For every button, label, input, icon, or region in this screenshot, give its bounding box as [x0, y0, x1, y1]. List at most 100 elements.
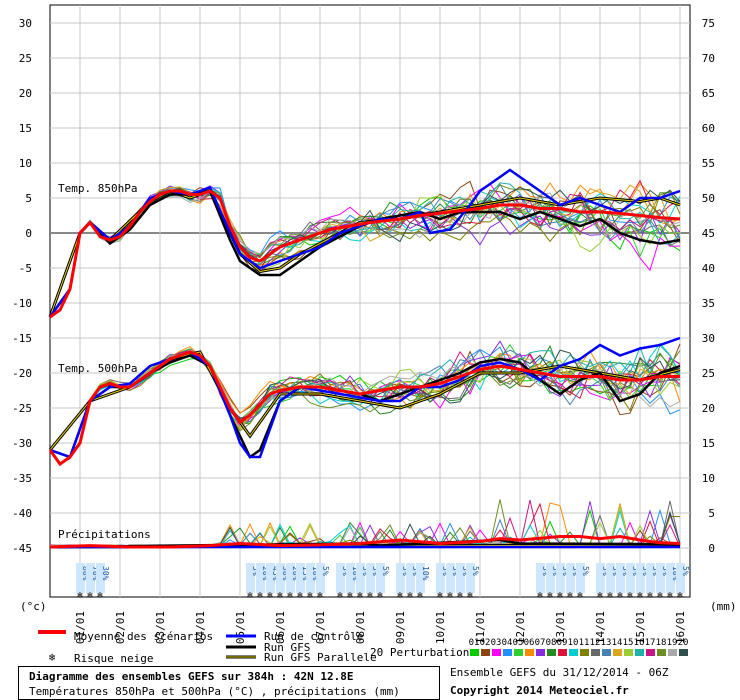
snowflake-icon: ❄	[677, 591, 683, 601]
snowflake-icon: ❄	[297, 591, 303, 601]
footer-title: Diagramme des ensembles GEFS sur 384h : …	[29, 670, 354, 683]
snow-risk-box	[346, 563, 355, 593]
right-tick-label: 45	[702, 227, 715, 240]
snow-risk-box	[566, 563, 575, 593]
snow-risk-pct: 5%	[561, 566, 570, 576]
perturb-swatch	[492, 649, 501, 656]
snow-risk-marker: 10% ❄	[346, 563, 360, 601]
copyright: Copyright 2014 Meteociel.fr	[450, 684, 629, 697]
label-t500: Temp. 500hPa	[58, 362, 137, 375]
x-tick-label: 04/01	[194, 611, 207, 644]
snow-risk-marker: 30% ❄	[96, 563, 110, 601]
snow-risk-pct: 5%	[451, 566, 460, 576]
snowflake-icon: ❄	[437, 591, 443, 601]
snow-risk-pct: 5%	[651, 566, 660, 576]
snow-risk-marker: 5% ❄	[536, 563, 550, 601]
perturb-number: 03	[491, 638, 502, 648]
snowflake-icon: ❄	[557, 591, 563, 601]
snow-risk-pct: 5%	[631, 566, 640, 576]
snow-risk-marker: 5% ❄	[676, 563, 690, 601]
snow-risk-pct: 5%	[341, 566, 350, 576]
perturb-swatch	[613, 649, 622, 656]
snow-risk-marker: 5% ❄	[596, 563, 610, 601]
snow-risk-marker: 45% ❄	[266, 563, 280, 601]
left-tick-label: 15	[19, 122, 32, 135]
snow-risk-marker: 5% ❄	[366, 563, 380, 601]
perturb-number: 14	[612, 638, 623, 648]
perturb-number: 01	[469, 638, 480, 648]
legend-perturb-label: 20 Perturbations	[370, 646, 476, 659]
perturb-number: 13	[601, 638, 612, 648]
snow-risk-box	[276, 563, 285, 593]
right-tick-label: 15	[702, 437, 715, 450]
legend-mean-label: Moyenne des scénarios	[74, 630, 213, 643]
snowflake-icon: ❄	[49, 651, 56, 664]
snowflake-icon: ❄	[267, 591, 273, 601]
snow-risk-marker: 5% ❄	[616, 563, 630, 601]
left-tick-label: -35	[12, 472, 32, 485]
snow-risk-pct: 5%	[461, 566, 470, 576]
left-tick-label: 20	[19, 87, 32, 100]
snow-risk-pct: 5%	[581, 566, 590, 576]
snowflake-icon: ❄	[87, 591, 93, 601]
t850-line	[48, 168, 681, 318]
legend-snow-label: Risque neige	[74, 652, 153, 665]
perturb-number: 06	[524, 638, 535, 648]
perturb-swatch	[591, 649, 600, 656]
snowflake-icon: ❄	[337, 591, 343, 601]
perturb-number: 19	[667, 638, 678, 648]
snow-risk-pct: 5%	[361, 566, 370, 576]
x-tick-label: 03/01	[154, 611, 167, 644]
perturb-number: 05	[513, 638, 524, 648]
snowflake-icon: ❄	[657, 591, 663, 601]
perturb-swatch	[635, 649, 644, 656]
x-tick-label: 15/01	[634, 611, 647, 644]
perturb-number: 11	[579, 638, 590, 648]
right-tick-label: 20	[702, 402, 715, 415]
snow-risk-box	[96, 563, 105, 593]
snow-risk-marker: 5% ❄	[316, 563, 330, 601]
snowflake-icon: ❄	[617, 591, 623, 601]
snow-risk-marker: 5% ❄	[376, 563, 390, 601]
chart-legend: Moyenne des scénarios ❄ Risque neige Run de…	[38, 630, 688, 665]
snowflake-icon: ❄	[247, 591, 253, 601]
snow-risk-box	[296, 563, 305, 593]
t850-line	[48, 189, 681, 318]
x-tick-label: 12/01	[514, 611, 527, 644]
perturb-swatch	[503, 649, 512, 656]
snow-risk-pct: 5%	[681, 566, 690, 576]
snowflake-icon: ❄	[577, 591, 583, 601]
t500-line	[48, 350, 680, 467]
left-tick-label: -45	[12, 542, 32, 555]
left-tick-label: -10	[12, 297, 32, 310]
snowflake-icon: ❄	[417, 591, 423, 601]
snow-risk-marker: 5% ❄	[446, 563, 460, 601]
perturb-swatch	[470, 649, 479, 656]
perturb-number: 15	[623, 638, 634, 648]
snow-risk-box	[546, 563, 555, 593]
left-tick-label: -30	[12, 437, 32, 450]
footer-box: Diagramme des ensembles GEFS sur 384h : …	[18, 666, 440, 700]
left-tick-label: 25	[19, 52, 32, 65]
right-unit-label: (mm)	[710, 600, 737, 613]
snow-risk-box	[436, 563, 445, 593]
snowflake-icon: ❄	[407, 591, 413, 601]
snow-risk-marker: 20% ❄	[256, 563, 270, 601]
perturb-swatch	[547, 649, 556, 656]
x-tick-label: 10/01	[434, 611, 447, 644]
snowflake-icon: ❄	[627, 591, 633, 601]
snow-risk-marker: 5% ❄	[546, 563, 560, 601]
snow-risk-box	[356, 563, 365, 593]
snow-risk-pct: 5%	[541, 566, 550, 576]
left-tick-label: 10	[19, 157, 32, 170]
perturb-swatch	[657, 649, 666, 656]
right-tick-label: 70	[702, 52, 715, 65]
perturb-number: 18	[656, 638, 667, 648]
left-unit-label: (°c)	[20, 600, 47, 613]
left-tick-label: -15	[12, 332, 32, 345]
snow-risk-pct: 10%	[421, 566, 430, 581]
snow-risk-marker: 5% ❄	[566, 563, 580, 601]
snow-risk-marker: 5% ❄	[626, 563, 640, 601]
right-tick-label: 0	[708, 542, 715, 555]
snow-risk-marker: 5% ❄	[576, 563, 590, 601]
